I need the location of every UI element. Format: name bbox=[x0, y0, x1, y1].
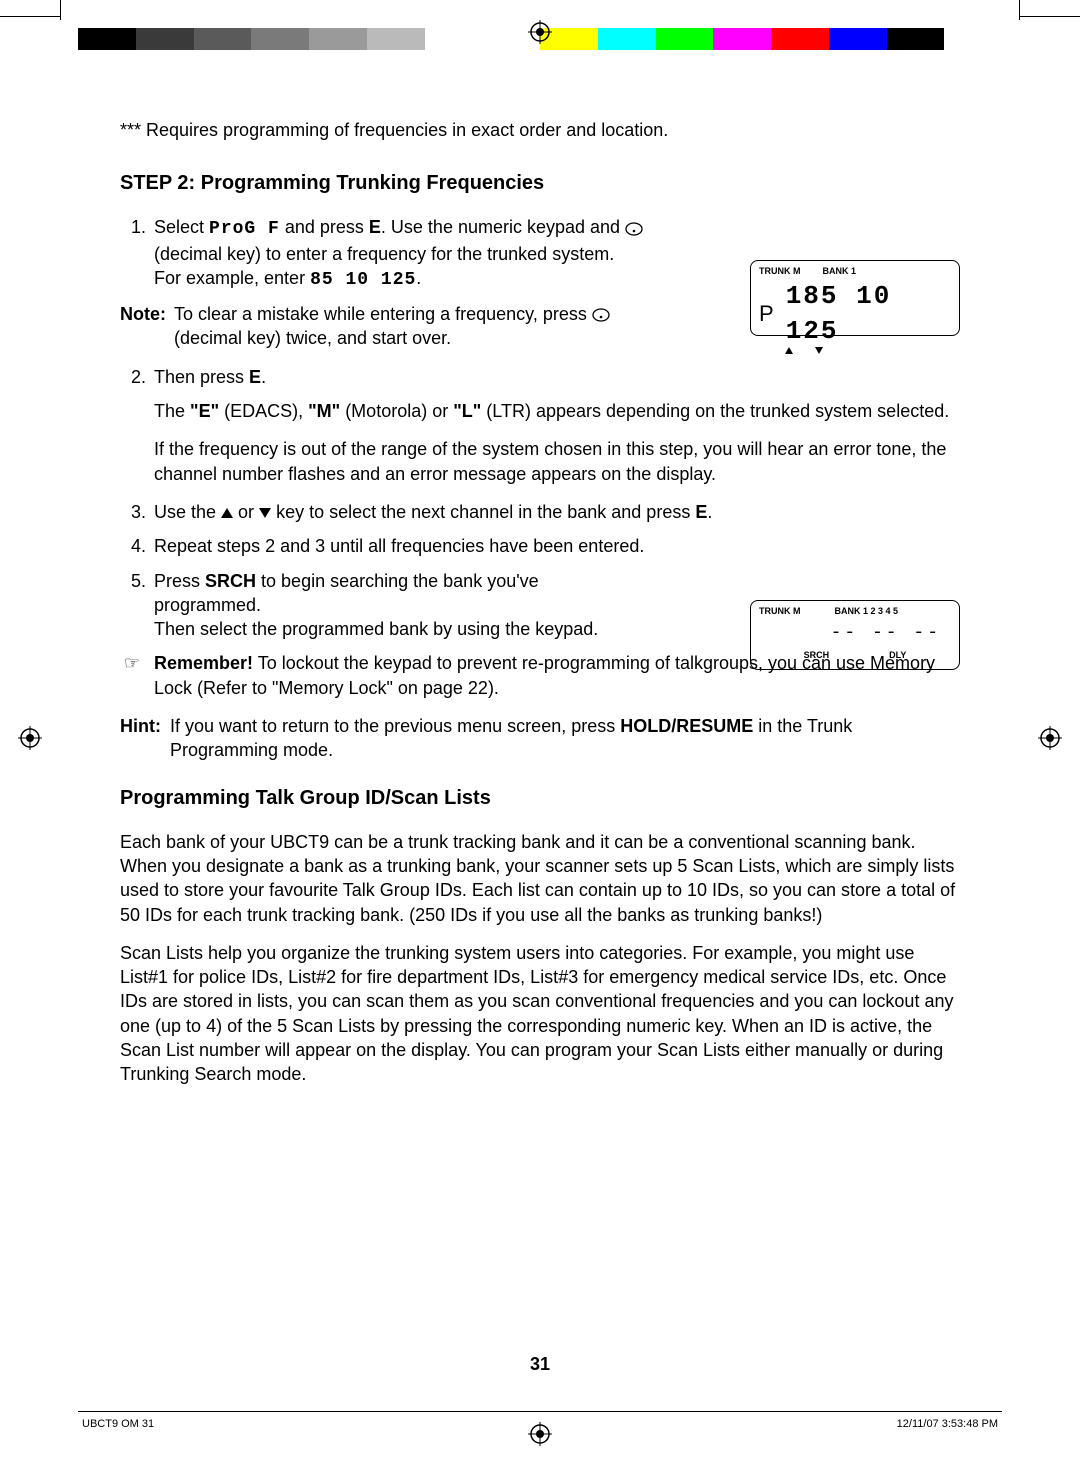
note-text: To clear a mistake while entering a freq… bbox=[174, 302, 634, 351]
list-marker: 4. bbox=[120, 534, 154, 558]
registration-mark-icon bbox=[1038, 726, 1062, 750]
heading-talkgroup: Programming Talk Group ID/Scan Lists bbox=[120, 785, 960, 812]
footer-timestamp: 12/11/07 3:53:48 PM bbox=[897, 1417, 998, 1432]
note-label: Note: bbox=[120, 302, 174, 351]
remember-text: Remember! To lockout the keypad to preve… bbox=[154, 651, 960, 700]
decimal-key-icon bbox=[625, 220, 643, 238]
step4-text: Repeat steps 2 and 3 until all frequenci… bbox=[154, 534, 674, 558]
page-content: *** Requires programming of frequencies … bbox=[120, 118, 960, 1101]
crop-mark bbox=[1019, 0, 1020, 20]
crop-mark bbox=[0, 16, 60, 17]
talkgroup-para1: Each bank of your UBCT9 can be a trunk t… bbox=[120, 830, 960, 927]
hint-label: Hint: bbox=[120, 714, 170, 763]
step2-text: Then press E. bbox=[154, 365, 960, 389]
step2-para1: The "E" (EDACS), "M" (Motorola) or "L" (… bbox=[120, 399, 960, 423]
talkgroup-para2: Scan Lists help you organize the trunkin… bbox=[120, 941, 960, 1087]
registration-mark-icon bbox=[528, 1422, 552, 1446]
decimal-key-icon bbox=[592, 306, 610, 324]
crop-mark bbox=[60, 0, 61, 20]
crop-mark bbox=[1020, 16, 1080, 17]
footer-doc-id: UBCT9 OM 31 bbox=[82, 1417, 154, 1432]
list-marker: 5. bbox=[120, 569, 154, 642]
step3-text: Use the or key to select the next channe… bbox=[154, 500, 960, 524]
step5-text: Press SRCH to begin searching the bank y… bbox=[154, 569, 960, 642]
list-marker: 1. bbox=[120, 215, 154, 292]
registration-mark-icon bbox=[18, 726, 42, 750]
footer-rule bbox=[78, 1411, 1002, 1412]
list-marker: 3. bbox=[120, 500, 154, 524]
list-marker: 2. bbox=[120, 365, 154, 389]
down-arrow-icon bbox=[259, 508, 271, 518]
hint-text: If you want to return to the previous me… bbox=[170, 714, 960, 763]
up-arrow-icon bbox=[221, 508, 233, 518]
page-number: 31 bbox=[0, 1352, 1080, 1376]
footnote-text: *** Requires programming of frequencies … bbox=[120, 118, 960, 142]
step1-text: Select ProG F and press E. Use the numer… bbox=[154, 215, 654, 292]
heading-step2: STEP 2: Programming Trunking Frequencies bbox=[120, 170, 960, 197]
step2-para2: If the frequency is out of the range of … bbox=[120, 437, 960, 486]
registration-mark-icon bbox=[528, 20, 552, 44]
pointing-hand-icon: ☞ bbox=[120, 651, 154, 700]
